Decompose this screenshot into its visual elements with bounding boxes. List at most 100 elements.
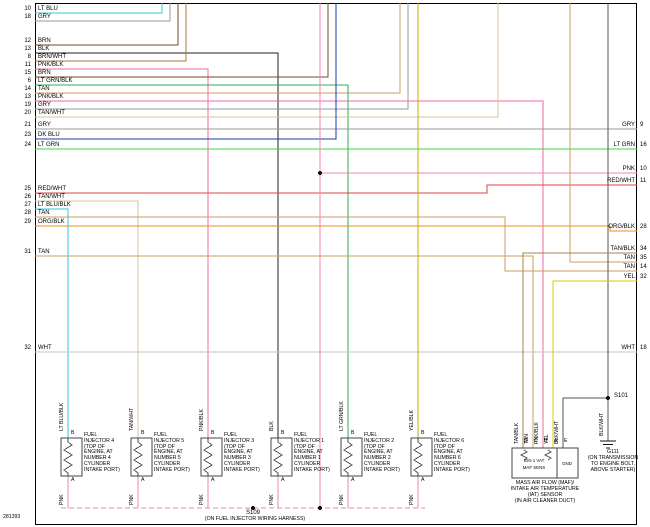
maf-caption-line: (IN AIR CLEANER DUCT) bbox=[514, 498, 576, 504]
left-pin-number: 20 bbox=[24, 110, 31, 116]
injector-label-line: ENGINE, AT bbox=[434, 449, 463, 456]
maf-sensor-box bbox=[511, 447, 579, 479]
left-pin-number: 18 bbox=[24, 14, 31, 20]
injector-terminal-letter: A bbox=[421, 477, 425, 483]
injector-label-line: INJECTOR 3 bbox=[224, 437, 255, 444]
injector-coil-5 bbox=[133, 438, 143, 476]
injector-label-line: (TOP OF bbox=[364, 443, 385, 450]
maf-internal-label: MAF SENS bbox=[522, 465, 546, 470]
injector-label-line: NUMBER 4 bbox=[84, 455, 111, 462]
left-pin-number: 25 bbox=[24, 186, 31, 192]
injector-wire-label: PNK bbox=[59, 494, 65, 505]
injector-box-1 bbox=[270, 437, 293, 477]
maf-pin-letter: B bbox=[544, 438, 548, 444]
wire-gry-18 bbox=[35, 3, 171, 22]
injector-label-line: INJECTOR 2 bbox=[364, 437, 395, 444]
left-pin-number: 29 bbox=[24, 219, 31, 225]
left-pin-label: LT GRN/BLK bbox=[38, 78, 73, 84]
right-pin-label: RED/WHT bbox=[607, 178, 635, 184]
left-pin-number: 15 bbox=[24, 70, 31, 76]
injector-label-line: ENGINE, AT bbox=[364, 449, 393, 456]
left-pin-number: 14 bbox=[24, 86, 31, 92]
injector-label-line: INTAKE PORT) bbox=[364, 466, 400, 473]
left-pin-label: BRN bbox=[38, 70, 51, 76]
wire-tan-35 bbox=[569, 3, 637, 263]
injector-label-line: CYLINDER bbox=[84, 461, 111, 467]
wire-tan-14 bbox=[35, 3, 401, 94]
wire-blk-wht-maf-gnd bbox=[562, 397, 608, 448]
left-pin-number: 13 bbox=[24, 46, 31, 52]
wire-lt-blu-10 bbox=[35, 3, 163, 14]
left-pin-number: 6 bbox=[27, 78, 31, 84]
wire-brn-12 bbox=[35, 3, 179, 46]
wire-gry-19 bbox=[35, 3, 409, 110]
right-pin-number: 35 bbox=[640, 255, 647, 261]
left-pin-label: TAN bbox=[38, 86, 50, 92]
wire-dk-blu-23 bbox=[35, 3, 337, 140]
right-pin-number: 28 bbox=[640, 224, 647, 230]
right-pin-number: 32 bbox=[640, 274, 647, 280]
splice-s101-label: S101 bbox=[614, 393, 629, 399]
injector-label-line: INJECTOR 4 bbox=[84, 437, 115, 444]
injector-wire-label: BLK bbox=[269, 421, 275, 431]
ground-g111-note-line: (ON TRANSMISSION bbox=[587, 455, 639, 461]
left-pin-number: 23 bbox=[24, 132, 31, 138]
left-pin-number: 21 bbox=[24, 122, 31, 128]
injector-wire-label: TAN/WHT bbox=[129, 407, 135, 431]
maf-internal-label: IGN 1 VAT bbox=[523, 458, 545, 463]
injector-terminal-letter: B bbox=[71, 430, 75, 436]
right-pin-label: TAN bbox=[623, 255, 635, 261]
left-pin-label: WHT bbox=[38, 345, 52, 351]
right-pin-number: 11 bbox=[640, 178, 647, 184]
left-pin-label: TAN/WHT bbox=[38, 110, 65, 116]
wire-lt-grn-blk-6-injector2 bbox=[35, 84, 349, 438]
injector-label-line: INTAKE PORT) bbox=[294, 466, 330, 473]
junction-dot-pnk bbox=[318, 171, 322, 175]
right-pin-number: 18 bbox=[640, 345, 647, 351]
injector-box-5 bbox=[130, 437, 153, 477]
injector-label-line: (TOP OF bbox=[434, 443, 455, 450]
ground-g111-note-line: TO ENGINE BOLT, bbox=[591, 461, 635, 467]
injector-wire-label: PNK bbox=[199, 494, 205, 505]
injector-label-line: (TOP OF bbox=[84, 443, 105, 450]
injector-label-line: ENGINE, AT bbox=[294, 449, 323, 456]
left-pin-label: ORG/BLK bbox=[38, 219, 65, 225]
maf-caption-line: MASS AIR FLOW (MAF)/ bbox=[515, 480, 575, 486]
left-pin-number: 12 bbox=[24, 38, 31, 44]
injector-label-line: FUEL bbox=[294, 432, 308, 438]
diagram-id: 281393 bbox=[3, 514, 21, 520]
injector-box-4 bbox=[60, 437, 83, 477]
left-pin-label: TAN bbox=[38, 249, 50, 255]
injector-coil-2 bbox=[343, 438, 353, 476]
injector-wire-label: PNK bbox=[129, 494, 135, 505]
injector-label-line: CYLINDER bbox=[434, 461, 461, 467]
injector-label-line: NUMBER 5 bbox=[154, 455, 181, 462]
left-pin-label: LT BLU bbox=[38, 6, 58, 12]
left-pin-label: PNK/BLK bbox=[38, 62, 64, 68]
left-pin-label: RED/WHT bbox=[38, 186, 66, 192]
left-pin-label: DK BLU bbox=[38, 132, 60, 138]
wire-tan-31-maf bbox=[35, 255, 534, 448]
injector-label-line: (TOP OF bbox=[154, 443, 175, 450]
left-pin-number: 26 bbox=[24, 194, 31, 200]
maf-wire-label: YEL bbox=[544, 434, 550, 444]
injector-label-line: ENGINE, AT bbox=[154, 449, 183, 456]
wire-red-wht-25-11 bbox=[35, 184, 637, 194]
injector-label-line: CYLINDER bbox=[154, 461, 181, 467]
ground-wire-label: BLK/WHT bbox=[599, 412, 605, 436]
injector-box-6 bbox=[410, 437, 433, 477]
left-pin-label: LT BLU/BLK bbox=[38, 202, 71, 208]
injector-label-line: (TOP OF bbox=[224, 443, 245, 450]
left-pin-label: PNK/BLK bbox=[38, 94, 64, 100]
left-pin-number: 24 bbox=[24, 142, 31, 148]
right-pin-label: LT GRN bbox=[613, 142, 635, 148]
maf-element-symbol bbox=[544, 449, 552, 461]
right-pin-number: 16 bbox=[640, 142, 647, 148]
wire-tan-28-14 bbox=[35, 216, 637, 272]
splice-s109-label: S109 bbox=[245, 510, 260, 516]
ground-g111-label: G111 bbox=[607, 449, 619, 455]
injector-terminal-letter: A bbox=[71, 477, 75, 483]
injector-label-line: ENGINE, AT bbox=[84, 449, 113, 456]
wire-pnk-blk-11-injector3 bbox=[35, 68, 209, 438]
maf-caption-line: INTAKE AIR TEMPERATURE bbox=[510, 486, 580, 492]
